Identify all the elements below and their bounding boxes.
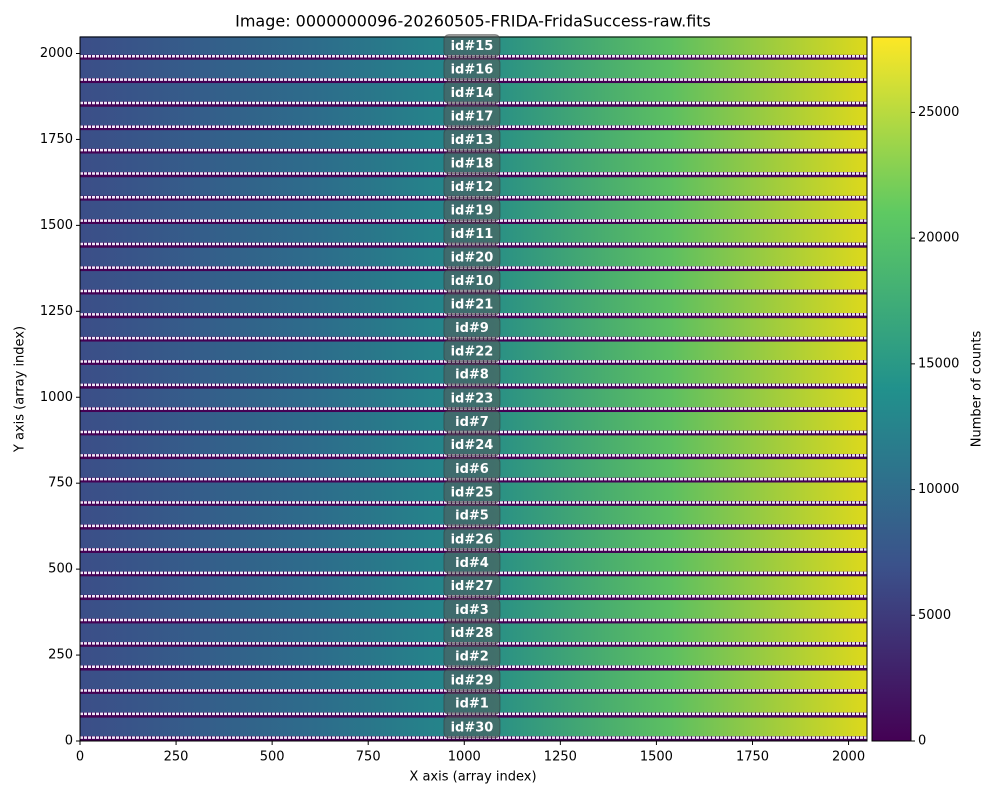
fiber-label: id#30 <box>451 720 494 735</box>
fiber-label: id#13 <box>451 133 494 148</box>
y-tick-label: 0 <box>65 734 73 749</box>
fiber-label: id#23 <box>451 391 494 406</box>
x-tick-label: 2000 <box>832 750 865 765</box>
fiber-label: id#1 <box>455 697 489 712</box>
label-box <box>443 245 501 269</box>
fiber-label: id#21 <box>451 297 494 312</box>
fiber-label: id#12 <box>451 180 494 195</box>
label-box <box>443 362 501 386</box>
y-axis-label: Y axis (array index) <box>13 326 28 453</box>
colorbar-tick-label: 0 <box>918 734 926 749</box>
fiber-label: id#10 <box>451 274 494 289</box>
fiber-label: id#9 <box>455 321 489 336</box>
fiber-label: id#20 <box>451 251 494 266</box>
label-box <box>443 80 501 104</box>
colorbar-tick-label: 10000 <box>918 482 959 497</box>
label-box <box>443 715 501 739</box>
fiber-label: id#5 <box>455 509 489 524</box>
y-tick-label: 250 <box>48 648 73 663</box>
colorbar-label: Number of counts <box>970 331 985 448</box>
label-box <box>443 480 501 504</box>
label-box <box>443 409 501 433</box>
label-box <box>443 433 501 457</box>
label-box <box>443 621 501 645</box>
label-box <box>443 503 501 527</box>
y-tick-label: 1000 <box>40 390 73 405</box>
fiber-label: id#14 <box>451 86 494 101</box>
y-tick-label: 2000 <box>40 46 73 61</box>
fiber-label: id#4 <box>455 556 489 571</box>
fiber-label: id#29 <box>451 673 494 688</box>
fiber-label: id#18 <box>451 156 494 171</box>
label-box <box>443 527 501 551</box>
x-tick-label: 1250 <box>544 750 577 765</box>
label-box <box>443 127 501 151</box>
x-tick-label: 1000 <box>448 750 481 765</box>
label-box <box>443 104 501 128</box>
fiber-label: id#27 <box>451 579 494 594</box>
chart-title: Image: 0000000096-20260505-FRIDA-FridaSu… <box>235 12 711 31</box>
label-box <box>443 292 501 316</box>
colorbar-tick-label: 20000 <box>918 231 959 246</box>
fiber-label: id#25 <box>451 485 494 500</box>
label-box <box>443 175 501 199</box>
fiber-label: id#17 <box>451 110 494 125</box>
label-box <box>443 57 501 81</box>
fiber-label: id#28 <box>451 626 494 641</box>
label-box <box>443 644 501 668</box>
y-tick-label: 500 <box>48 562 73 577</box>
x-axis-label: X axis (array index) <box>409 770 536 785</box>
y-tick-label: 1750 <box>40 132 73 147</box>
x-tick-label: 1750 <box>736 750 769 765</box>
label-box <box>443 691 501 715</box>
label-box <box>443 668 501 692</box>
x-tick-label: 0 <box>76 750 84 765</box>
fiber-label: id#8 <box>455 368 489 383</box>
fiber-label: id#2 <box>455 650 489 665</box>
fiber-label: id#15 <box>451 39 494 54</box>
label-box <box>443 339 501 363</box>
y-tick-label: 1250 <box>40 304 73 319</box>
label-box <box>443 456 501 480</box>
label-box <box>443 221 501 245</box>
fiber-label: id#24 <box>451 438 494 453</box>
label-box <box>443 574 501 598</box>
label-box <box>443 386 501 410</box>
y-tick-label: 750 <box>48 476 73 491</box>
fiber-label: id#22 <box>451 344 494 359</box>
label-box <box>443 198 501 222</box>
fiber-label: id#3 <box>455 603 489 618</box>
colorbar-tick-label: 25000 <box>918 105 959 120</box>
x-tick-label: 250 <box>164 750 189 765</box>
label-box <box>443 315 501 339</box>
fiber-label: id#6 <box>455 462 489 477</box>
y-tick-label: 1500 <box>40 218 73 233</box>
x-tick-label: 750 <box>356 750 381 765</box>
label-box <box>443 268 501 292</box>
label-box <box>443 34 501 58</box>
colorbar <box>871 36 912 742</box>
x-tick-label: 500 <box>260 750 285 765</box>
label-box <box>443 550 501 574</box>
fiber-label: id#16 <box>451 62 494 77</box>
fiber-label: id#26 <box>451 532 494 547</box>
fiber-label: id#11 <box>451 227 494 242</box>
colorbar-tick-label: 5000 <box>918 608 951 623</box>
colorbar-tick-label: 15000 <box>918 356 959 371</box>
fiber-label: id#19 <box>451 203 494 218</box>
label-box <box>443 597 501 621</box>
label-box <box>443 151 501 175</box>
x-tick-label: 1500 <box>640 750 673 765</box>
fiber-label: id#7 <box>455 415 489 430</box>
